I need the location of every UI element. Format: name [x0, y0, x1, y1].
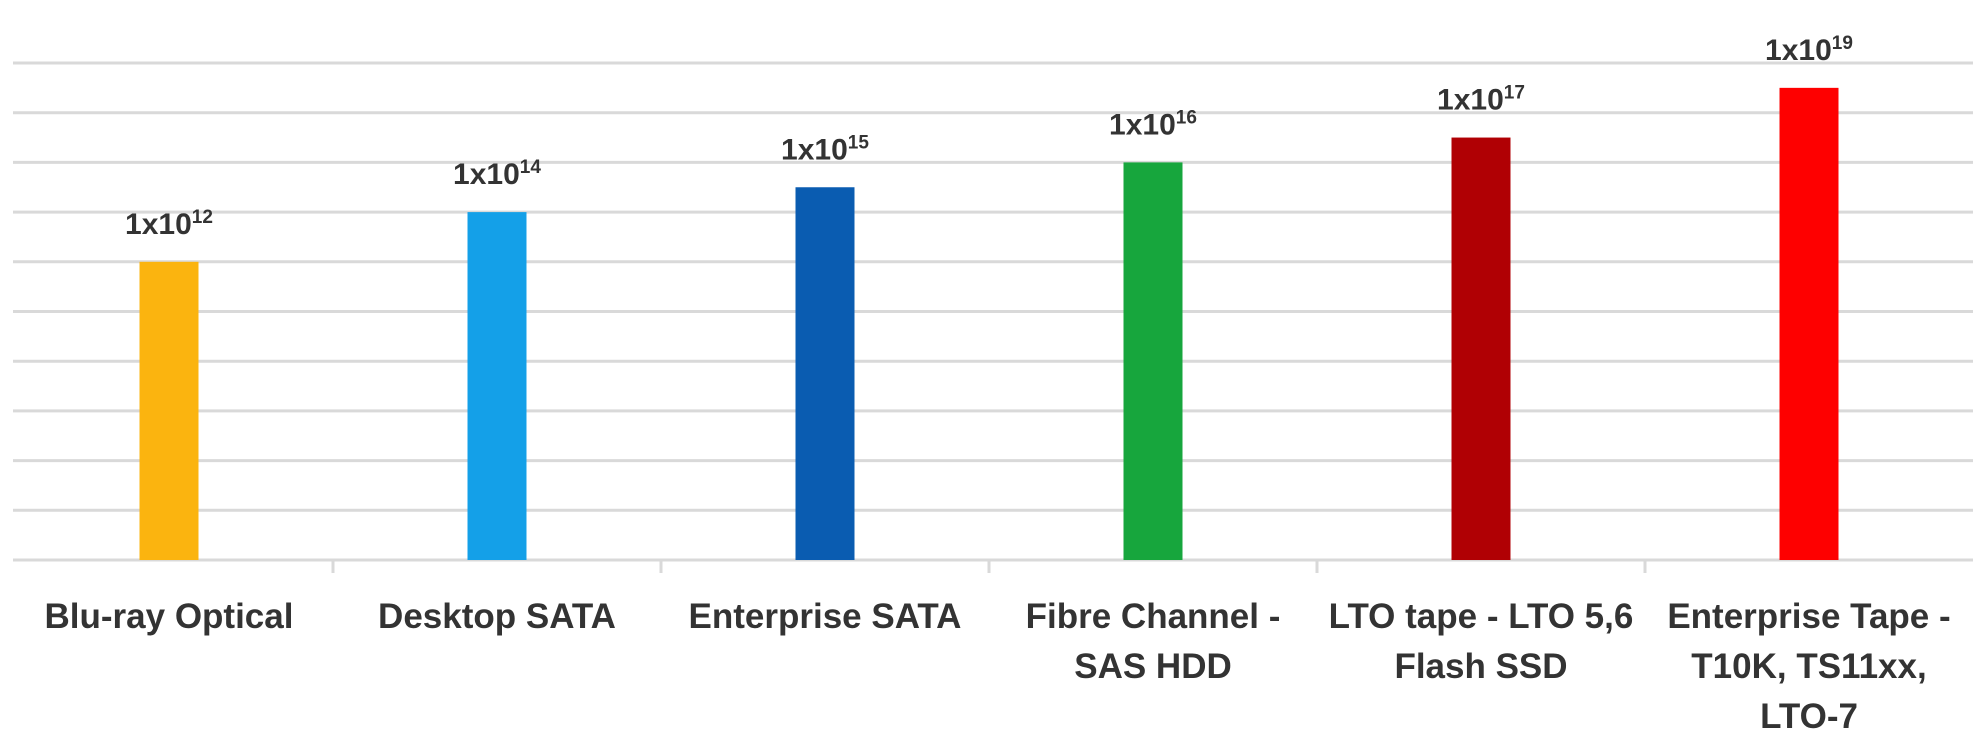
- value-label-exponent: 12: [192, 207, 213, 228]
- value-label: 1x1016: [1109, 107, 1197, 141]
- x-tick-label: Enterprise Tape -: [1667, 597, 1950, 636]
- value-label-base: 1x10: [781, 133, 848, 166]
- x-tick-label: SAS HDD: [1074, 647, 1232, 686]
- x-tick-label: T10K, TS11xx,: [1691, 647, 1926, 686]
- value-label-base: 1x10: [1765, 34, 1832, 67]
- value-label-base: 1x10: [1437, 84, 1504, 117]
- value-label-base: 1x10: [453, 158, 520, 191]
- x-tick-label: Desktop SATA: [378, 597, 616, 636]
- value-label: 1x1015: [781, 132, 869, 166]
- x-tick-label: Flash SSD: [1394, 647, 1567, 686]
- value-label: 1x1019: [1765, 33, 1853, 67]
- bar: [1779, 87, 1839, 560]
- bar: [467, 212, 527, 560]
- bar: [1451, 137, 1511, 561]
- value-label: 1x1017: [1437, 83, 1525, 117]
- bar: [795, 187, 855, 560]
- value-label-exponent: 16: [1176, 107, 1197, 128]
- x-tick-label: Fibre Channel -: [1026, 597, 1281, 636]
- value-label-base: 1x10: [125, 208, 192, 241]
- value-label-exponent: 17: [1504, 83, 1525, 104]
- bar: [1123, 162, 1183, 560]
- x-tick-label: LTO tape - LTO 5,6: [1329, 597, 1634, 636]
- value-label-exponent: 15: [848, 132, 870, 153]
- value-label-base: 1x10: [1109, 108, 1176, 141]
- x-tick-label: Blu-ray Optical: [45, 597, 294, 636]
- x-tick-label: LTO-7: [1760, 697, 1858, 736]
- value-label-exponent: 14: [520, 157, 542, 178]
- value-label-exponent: 19: [1832, 33, 1853, 54]
- value-label: 1x1014: [453, 157, 541, 191]
- value-label: 1x1012: [125, 207, 213, 241]
- x-tick-label: Enterprise SATA: [689, 597, 962, 636]
- bar: [139, 261, 199, 560]
